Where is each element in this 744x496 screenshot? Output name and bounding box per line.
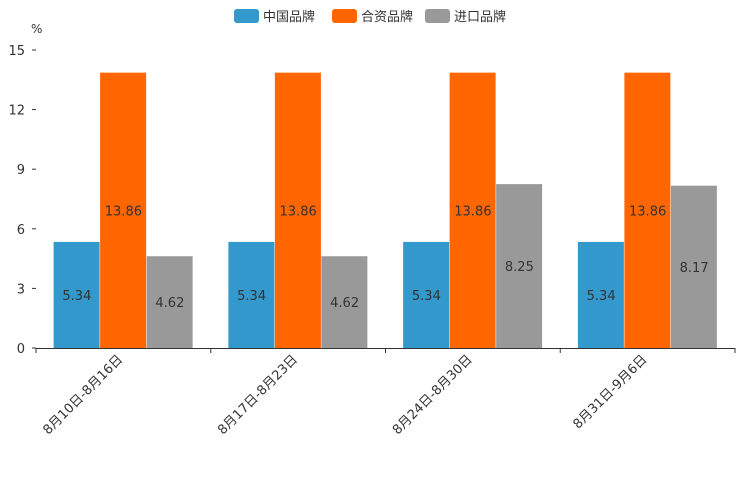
data-label: 4.62 (155, 296, 184, 311)
bar[interactable] (670, 185, 717, 348)
y-tick-label: 0 (17, 342, 25, 357)
legend-swatch (332, 9, 357, 23)
y-tick-label: 12 (8, 104, 25, 119)
bar[interactable] (274, 72, 321, 348)
bar[interactable] (100, 72, 147, 348)
legend-item[interactable]: 进口品牌 (425, 9, 506, 25)
data-label: 5.34 (237, 289, 266, 304)
x-tick-label: 8月17日-8月23日 (215, 352, 301, 438)
bar[interactable] (146, 256, 193, 348)
bar[interactable] (496, 184, 543, 348)
data-label: 8.25 (505, 260, 534, 275)
data-label: 13.86 (629, 204, 666, 219)
y-tick-label: 6 (17, 223, 25, 238)
legend-item[interactable]: 合资品牌 (332, 9, 413, 25)
data-label: 5.34 (412, 289, 441, 304)
x-tick-label: 8月31日-9月6日 (571, 352, 651, 432)
x-tick-label: 8月10日-8月16日 (40, 352, 126, 438)
bar[interactable] (577, 241, 624, 348)
data-label: 13.86 (280, 204, 317, 219)
legend-swatch (425, 9, 450, 23)
y-tick-label: 3 (17, 282, 25, 297)
bar[interactable] (228, 241, 275, 348)
y-tick-label: 15 (8, 44, 25, 59)
bar[interactable] (449, 72, 496, 348)
data-label: 5.34 (587, 289, 616, 304)
legend-label: 合资品牌 (361, 9, 413, 25)
data-label: 5.34 (62, 289, 91, 304)
y-axis: 0 3 6 9 12 15 (8, 44, 36, 357)
x-tick-label: 8月24日-8月30日 (390, 352, 476, 438)
data-label: 13.86 (105, 204, 142, 219)
legend-swatch (234, 9, 259, 23)
y-axis-unit-label: % (31, 22, 42, 36)
bars: 5.34 13.86 4.62 5.34 13.86 4.62 5.34 13.86 8.25 5… (53, 72, 717, 348)
legend-label: 进口品牌 (454, 9, 506, 25)
bar[interactable] (321, 256, 368, 348)
data-label: 8.17 (680, 261, 709, 276)
bar[interactable] (403, 241, 450, 348)
bar[interactable] (624, 72, 671, 348)
legend: 中国品牌 合资品牌 进口品牌 (234, 9, 506, 25)
data-label: 13.86 (454, 204, 491, 219)
legend-item[interactable]: 中国品牌 (234, 9, 315, 25)
x-axis: 8月10日-8月16日 8月17日-8月23日 8月24日-8月30日 8月31日-9… (35, 348, 736, 438)
legend-label: 中国品牌 (263, 9, 315, 25)
y-tick-label: 9 (17, 163, 25, 178)
bar[interactable] (53, 241, 100, 348)
data-label: 4.62 (330, 296, 359, 311)
